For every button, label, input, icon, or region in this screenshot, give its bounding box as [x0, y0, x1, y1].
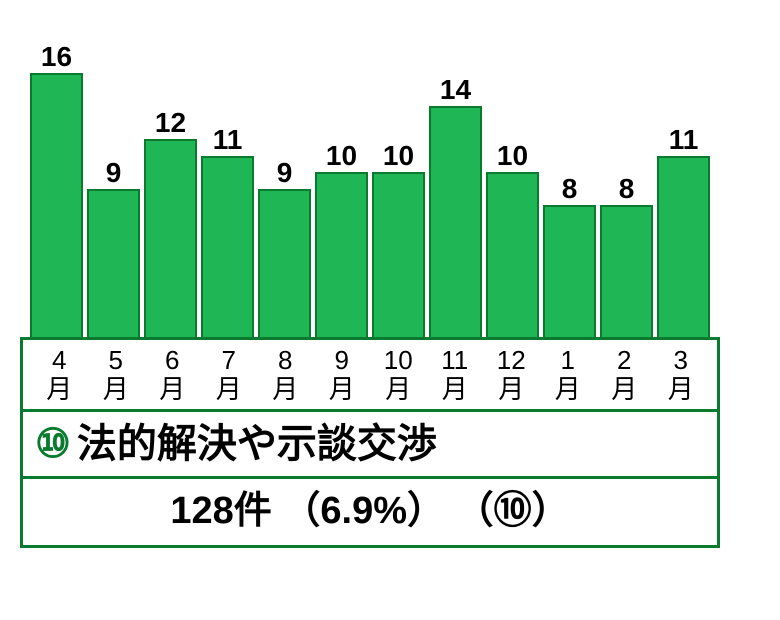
- bar-wrap: 10: [372, 20, 425, 337]
- x-tick-label: 12月: [485, 346, 538, 403]
- count-value: 128: [170, 490, 233, 532]
- bar-value-label: 9: [106, 159, 122, 187]
- bar-value-label: 10: [383, 142, 414, 170]
- bar-value-label: 11: [213, 126, 243, 154]
- rank-badge-icon: ⑩: [494, 490, 532, 532]
- bar-wrap: 11: [657, 20, 710, 337]
- bar-wrap: 12: [144, 20, 197, 337]
- x-tick-label: 7月: [203, 346, 256, 403]
- rank-close: ）: [532, 490, 570, 532]
- x-tick-label: 11月: [429, 346, 482, 403]
- category-title: 法的解決や示談交渉: [77, 422, 437, 466]
- bar-wrap: 10: [315, 20, 368, 337]
- bar-wrap: 16: [30, 20, 83, 337]
- bar: [258, 189, 311, 337]
- x-axis: 4月5月6月7月8月9月10月11月12月1月2月3月: [20, 340, 720, 412]
- x-tick-label: 3月: [655, 346, 708, 403]
- bar-value-label: 8: [619, 175, 635, 203]
- x-tick-label: 5月: [90, 346, 143, 403]
- category-title-row: ⑩ 法的解決や示談交渉: [20, 412, 720, 479]
- percent-open: （: [282, 490, 320, 532]
- bar-chart: 16 9 12 11 9 10 10 14 10 8 8 11: [20, 20, 720, 340]
- bar: [429, 106, 482, 337]
- bar-wrap: 8: [600, 20, 653, 337]
- bar: [30, 73, 83, 337]
- bar-value-label: 10: [497, 142, 528, 170]
- bar-wrap: 9: [87, 20, 140, 337]
- x-tick-label: 9月: [316, 346, 369, 403]
- bar: [87, 189, 140, 337]
- bar: [201, 156, 254, 337]
- rank-badge-icon: ⑩: [35, 422, 71, 466]
- bar: [144, 139, 197, 337]
- bar: [486, 172, 539, 337]
- bar-wrap: 9: [258, 20, 311, 337]
- bar-wrap: 8: [543, 20, 596, 337]
- bar-value-label: 8: [562, 175, 578, 203]
- percent-close: ）: [407, 490, 445, 532]
- x-tick-label: 8月: [259, 346, 312, 403]
- bar-value-label: 11: [669, 126, 699, 154]
- bar-value-label: 9: [277, 159, 293, 187]
- x-tick-label: 4月: [33, 346, 86, 403]
- bar: [543, 205, 596, 337]
- bar: [600, 205, 653, 337]
- bar-value-label: 16: [41, 43, 72, 71]
- monthly-count-widget: 16912119101014108811 4月5月6月7月8月9月10月11月1…: [20, 20, 720, 548]
- x-tick-label: 10月: [372, 346, 425, 403]
- bar-value-label: 10: [326, 142, 357, 170]
- bar: [315, 172, 368, 337]
- count-unit: 件: [234, 490, 272, 532]
- summary-stats: 128件 （6.9%） （⑩）: [20, 479, 720, 548]
- rank-open: （: [456, 490, 494, 532]
- bar-wrap: 11: [201, 20, 254, 337]
- bar-wrap: 10: [486, 20, 539, 337]
- x-tick-label: 2月: [598, 346, 651, 403]
- bar-value-label: 14: [440, 76, 471, 104]
- bar-value-label: 12: [155, 109, 186, 137]
- bar-wrap: 14: [429, 20, 482, 337]
- bar: [372, 172, 425, 337]
- x-tick-label: 6月: [146, 346, 199, 403]
- percent-value: 6.9%: [320, 490, 407, 532]
- bar: [657, 156, 710, 337]
- x-tick-label: 1月: [542, 346, 595, 403]
